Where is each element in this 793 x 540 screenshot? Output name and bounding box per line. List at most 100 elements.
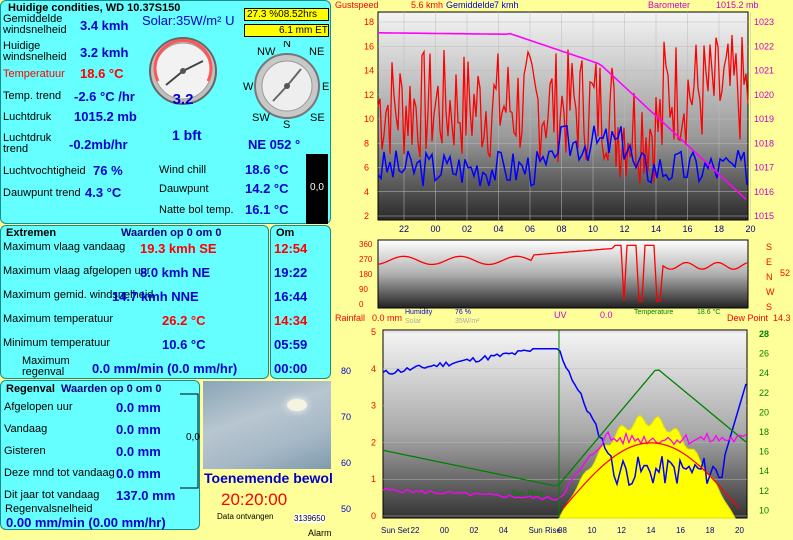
y-tick-right: E <box>766 257 772 267</box>
avg-wind-label: Gemiddelde windsnelheid <box>3 13 67 36</box>
x-tick: 02 <box>470 526 479 535</box>
dewpoint-graph-label: Dew Point <box>727 313 769 323</box>
rainfall-value: 0.0 mm <box>372 313 403 323</box>
y-tick-right: 10 <box>759 505 769 515</box>
temperature-series <box>382 369 748 487</box>
rain-subtitle: Waarden op 0 om 0 <box>61 383 162 395</box>
y-tick-left: 2 <box>364 211 369 221</box>
y-tick-left: 4 <box>364 187 369 197</box>
x-tick: 10 <box>588 526 597 535</box>
rain-title: Regenval <box>6 383 55 395</box>
y-tick-left: 360 <box>359 240 373 249</box>
compass-nw: NW <box>257 46 276 58</box>
x-tick: Sun Set <box>381 526 410 535</box>
x-tick: 08 <box>558 526 567 535</box>
temp-trend-value: -2.6 °C /hr <box>74 89 135 104</box>
humidity-value: 76 % <box>93 163 123 178</box>
wetbulb-value: 16.1 °C <box>245 202 289 217</box>
y-tick-right: 24 <box>759 368 769 378</box>
x-tick: 20 <box>746 224 756 234</box>
extremes-time-panel <box>270 225 331 379</box>
extreme-label: Minimum temperatuur <box>3 337 110 349</box>
direction-series <box>377 244 748 302</box>
pressure-trend-label: Luchtdruk trend <box>3 132 52 155</box>
x-tick: 22 <box>399 224 409 234</box>
y-tick-left: 2 <box>371 437 376 447</box>
y-tick-humidity: 60 <box>341 458 351 468</box>
gustspeed-value: 5.6 kmh <box>411 0 444 10</box>
gauge-value: 3.2 <box>173 91 194 108</box>
extreme-value: 26.2 °C <box>162 313 206 328</box>
y-tick-humidity: 80 <box>341 366 351 376</box>
solar-graph-label: Solar <box>405 318 422 325</box>
x-tick: 06 <box>525 224 535 234</box>
x-tick: Sun Rise <box>529 526 562 535</box>
current-conditions-title: Huidige condities, WD 10.37S150 <box>8 2 181 14</box>
sun-glare <box>287 399 307 411</box>
y-tick-left: 18 <box>364 17 374 27</box>
extreme-time: 16:44 <box>274 289 308 304</box>
y-tick-right: 12 <box>759 486 769 496</box>
y-tick-right: 14 <box>759 466 769 476</box>
y-tick-right: 16 <box>759 447 769 457</box>
extremes-panel <box>0 225 269 379</box>
clock: 20:20:00 <box>221 490 288 509</box>
x-tick: 08 <box>557 224 567 234</box>
x-tick: 20 <box>735 526 744 535</box>
y-tick-right: 1015 <box>754 211 774 221</box>
dewpoint-series <box>382 430 747 501</box>
y-tick-left: 90 <box>359 285 368 294</box>
solar-graph-value: 35W/m² <box>455 318 480 325</box>
rain-row-value: 0.0 mm <box>116 444 161 459</box>
extreme-label: Maximum temperatuur <box>3 313 114 325</box>
dewtrend-label: Dauwpunt trend <box>3 187 81 199</box>
pressure-label: Luchtdruk <box>3 111 52 123</box>
uv-value: 0.0 <box>600 310 613 320</box>
y-tick-right: 1021 <box>754 66 774 76</box>
dewpoint-value: 14.2 °C <box>245 181 289 196</box>
extreme-value: 14.7 kmh NNE <box>112 289 199 304</box>
wind-compass: NW N NE W E SW S SE <box>243 41 329 131</box>
rain-rate-label: Regenvalsnelheid <box>5 503 93 515</box>
solar-label: Solar:35W/m² U <box>142 13 235 28</box>
wind-pressure-graph: 1816141210864210231022102110201019101810… <box>364 11 774 234</box>
wetbulb-label: Natte bol temp. <box>159 204 234 216</box>
extreme-value: 0.0 mm/min (0.0 mm/hr) <box>92 361 238 376</box>
x-tick: 14 <box>651 224 661 234</box>
y-tick-right: N <box>766 272 773 282</box>
extreme-time: 19:22 <box>274 265 308 280</box>
windchill-label: Wind chill <box>159 164 207 176</box>
wind-direction-graph: 360 S 270 E 180 N 90 W 0 S 52 <box>359 239 790 312</box>
x-tick: 12 <box>620 224 630 234</box>
dewpoint-label: Dauwpunt <box>159 183 209 195</box>
gust-series <box>377 34 749 184</box>
extreme-time: 12:54 <box>274 241 308 256</box>
y-tick-right: 18 <box>759 427 769 437</box>
extreme-time: 00:00 <box>274 361 308 376</box>
rain-row-label: Deze mnd tot vandaag <box>4 467 115 479</box>
x-tick: 00 <box>431 224 441 234</box>
pressure-trend-value: -0.2mb/hr <box>69 137 128 152</box>
gustspeed-label: Gustspeed <box>335 0 379 10</box>
barometer-label: Barometer <box>648 0 691 10</box>
temperature-graph-value: 18.6 °C <box>697 309 721 316</box>
rain-row-label: Afgelopen uur <box>4 401 73 413</box>
et-box: 6.1 mm ET <box>244 24 329 37</box>
rain-row-value: 0.0 mm <box>116 400 161 415</box>
y-tick-left: 4 <box>371 364 376 374</box>
x-tick: 14 <box>647 526 656 535</box>
y-tick-humidity: 50 <box>341 504 351 514</box>
humidity-label: Luchtvochtigheid <box>3 165 86 177</box>
humidity-graph-label: Humidity <box>405 309 433 316</box>
rain-row-label: Dit jaar tot vandaag <box>4 489 100 501</box>
y-tick-left: 5 <box>371 327 376 337</box>
y-tick-right: 1017 <box>754 163 774 173</box>
x-tick: 00 <box>440 526 449 535</box>
y-tick-left: 16 <box>364 41 374 51</box>
x-tick: 16 <box>676 526 685 535</box>
y-tick-right: 26 <box>759 349 769 359</box>
pressure-value: 1015.2 mb <box>74 109 137 124</box>
temperature-graph-label: Temperature <box>634 309 674 316</box>
compass-w: W <box>243 81 254 93</box>
alarm-label[interactable]: Alarm <box>308 528 332 538</box>
